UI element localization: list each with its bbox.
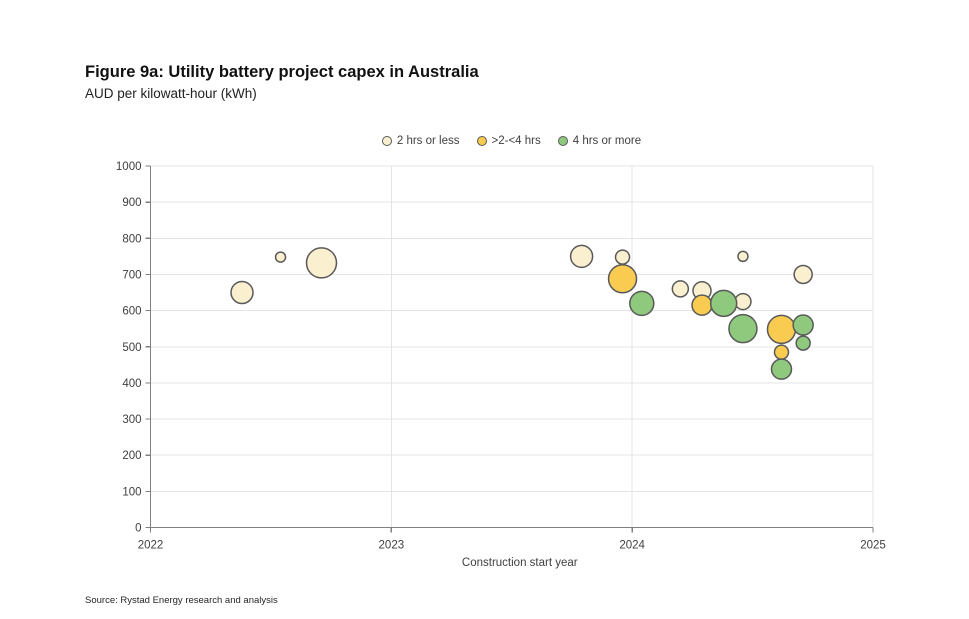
legend-marker-circle-icon <box>476 136 487 146</box>
legend-marker-circle-icon <box>557 136 568 146</box>
legend-marker-circle-icon <box>381 136 392 146</box>
y-axis-tick-label: 500 <box>122 342 141 354</box>
legend-item: 4 hrs or more <box>557 135 642 147</box>
bubble <box>773 344 790 360</box>
bubble <box>792 314 814 336</box>
legend-label: 4 hrs or more <box>572 135 642 147</box>
legend-label: 2 hrs or less <box>396 135 460 147</box>
legend-item: 2 hrs or less <box>381 135 460 147</box>
bubble <box>728 313 758 344</box>
bubble <box>671 280 690 298</box>
chart-legend: 2 hrs or less >2-<4 hrs 4 hrs or more <box>150 132 873 150</box>
figure-title: Figure 9a: Utility battery project capex… <box>85 63 479 81</box>
y-axis-tick-label: 1000 <box>116 161 142 173</box>
bubble <box>274 251 287 263</box>
bubble <box>795 335 811 351</box>
bubble <box>305 247 338 279</box>
bubble <box>734 292 752 311</box>
bubble <box>614 249 631 265</box>
bubble <box>766 314 797 345</box>
bubble <box>770 358 793 380</box>
bubble <box>793 264 813 285</box>
legend-item: >2-<4 hrs <box>476 135 541 147</box>
y-axis-tick-label: 700 <box>122 269 141 281</box>
bubble <box>709 289 738 318</box>
bubble <box>607 264 638 294</box>
figure-subtitle: AUD per kilowatt-hour (kWh) <box>85 86 257 101</box>
y-axis-tick-label: 0 <box>135 523 141 535</box>
y-axis-tick-label: 800 <box>122 233 141 245</box>
bubble <box>629 290 655 317</box>
x-axis-tick-label: 2022 <box>138 540 164 552</box>
x-axis-tick-label: 2023 <box>379 540 405 552</box>
source-note: Source: Rystad Energy research and analy… <box>85 595 278 606</box>
bubble <box>737 250 749 263</box>
y-axis-tick-label: 100 <box>122 486 141 498</box>
x-axis-tick-label: 2024 <box>619 540 645 552</box>
y-axis-tick-label: 300 <box>122 414 141 426</box>
y-axis-tick-label: 200 <box>122 450 141 462</box>
y-axis-tick-label: 900 <box>122 197 141 209</box>
bubble <box>691 294 713 316</box>
x-axis-tick-label: 2025 <box>860 540 886 552</box>
bubble <box>569 244 594 269</box>
bubble <box>230 280 254 305</box>
y-axis-tick-label: 400 <box>122 378 141 390</box>
legend-label: >2-<4 hrs <box>491 135 541 147</box>
x-axis-title: Construction start year <box>462 557 578 569</box>
y-axis-tick-label: 600 <box>122 306 141 318</box>
